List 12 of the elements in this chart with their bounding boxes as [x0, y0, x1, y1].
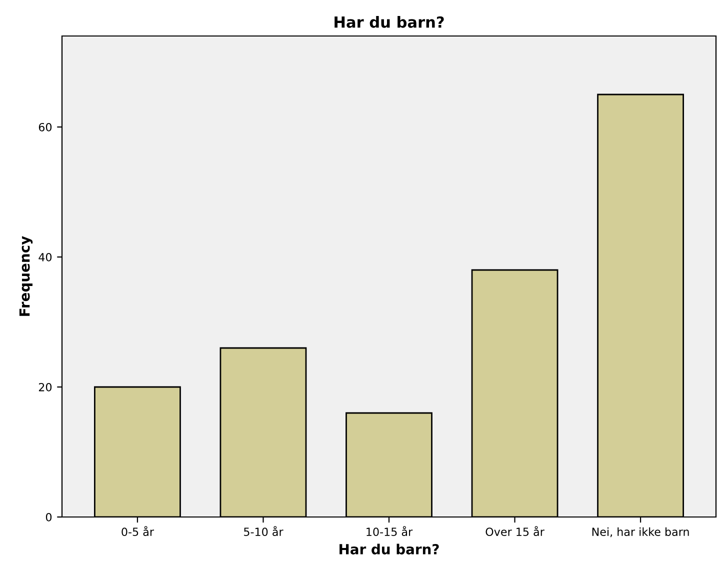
x-tick-label: 5-10 år — [244, 526, 284, 536]
y-tick-label: 40 — [38, 252, 52, 262]
x-tick-label: 10-15 år — [366, 526, 413, 536]
chart-title: Har du barn? — [334, 16, 444, 28]
y-axis-title: Frequency — [19, 236, 33, 316]
y-tick-label: 20 — [38, 382, 52, 392]
x-axis-title: Har du barn? — [340, 544, 439, 554]
y-tick-label: 0 — [46, 512, 52, 522]
y-tick-label: 60 — [38, 122, 52, 132]
x-tick-label: Nei, har ikke barn — [592, 527, 689, 538]
x-tick-label: Over 15 år — [486, 526, 544, 536]
x-tick-label: 0-5 år — [122, 526, 154, 536]
